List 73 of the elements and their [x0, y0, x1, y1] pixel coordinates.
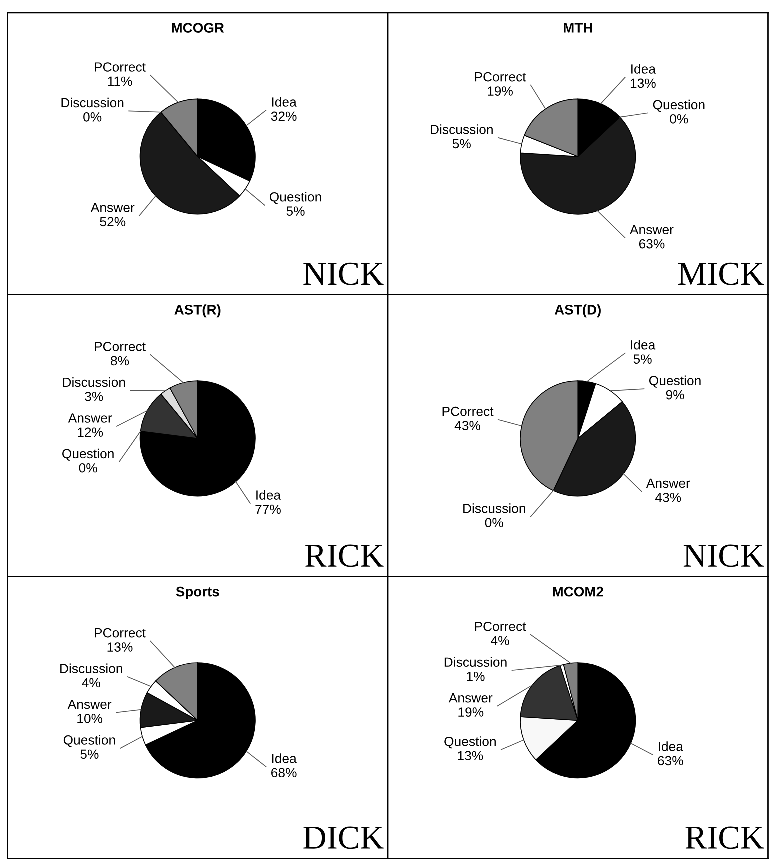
data-label: 4%: [491, 636, 510, 646]
slice-label: Answer: [630, 225, 674, 235]
data-label: 13%: [108, 642, 133, 652]
pie-slice: [140, 380, 256, 497]
data-label: 1%: [467, 672, 485, 682]
text: 0%: [79, 463, 98, 473]
text: 0%: [670, 114, 688, 124]
text: NICK: [684, 544, 764, 568]
slice-label: Idea: [272, 97, 297, 107]
slice-label: Answer: [90, 203, 135, 212]
data-label: 43%: [656, 492, 682, 502]
data-label: 19%: [488, 86, 513, 96]
slice-label: PCorrect: [95, 62, 146, 72]
legend-label: Discussion: [62, 98, 124, 108]
slice-label: Idea: [632, 64, 656, 74]
data-label: 12%: [78, 428, 104, 438]
slice-label: Discussion: [60, 664, 122, 674]
text: RICK: [686, 826, 764, 850]
legend-label: Discussion: [464, 504, 526, 514]
data-label: 4%: [82, 678, 100, 688]
data-label: 19%: [458, 708, 484, 717]
data-label: 43%: [454, 421, 480, 430]
chart-title: AST(R): [174, 304, 221, 318]
text: DICK: [304, 826, 384, 850]
slice-label: PCorrect: [442, 406, 494, 416]
data-label: 68%: [272, 768, 297, 778]
slice-label: Question: [444, 736, 496, 749]
slice-label: Answer: [646, 478, 690, 488]
slice-label: PCorrect: [95, 342, 146, 352]
slice-label: PCorrect: [95, 628, 146, 638]
data-label: 32%: [271, 112, 297, 122]
data-label: 11%: [108, 76, 132, 86]
text: MICK: [678, 262, 764, 286]
slice-label: PCorrect: [475, 72, 526, 82]
slice-label: Question: [64, 735, 116, 748]
slice-label: Idea: [659, 742, 684, 752]
chart-title: Sports: [176, 586, 220, 600]
slice-label: PCorrect: [475, 622, 526, 632]
legend-label: Question: [62, 448, 114, 461]
text: 0%: [84, 112, 102, 122]
text: RICK: [306, 544, 384, 568]
data-label: 63%: [658, 756, 684, 766]
data-label: 13%: [630, 78, 656, 88]
data-label: 63%: [639, 239, 665, 249]
chart-title: MTH: [564, 23, 592, 33]
data-label: 3%: [85, 392, 104, 402]
category-label: Question: [653, 100, 705, 112]
slice-label: Discussion: [63, 377, 126, 388]
text: NICK: [304, 262, 384, 286]
slice-label: Discussion: [444, 657, 507, 668]
slice-label: Question: [270, 192, 322, 204]
chart-title: MCOM2: [553, 586, 604, 597]
data-label: 8%: [111, 356, 130, 366]
data-label: 77%: [256, 504, 281, 514]
data-label: 5%: [286, 206, 305, 216]
data-label: 13%: [458, 751, 484, 761]
data-label: 5%: [634, 354, 652, 364]
slice-label: Idea: [272, 754, 297, 764]
slice-label: Question: [649, 376, 701, 388]
text: 0%: [485, 518, 504, 528]
data-label: 52%: [100, 217, 126, 227]
chart-title: MCOGR: [172, 23, 224, 33]
slice-label: Idea: [631, 340, 656, 350]
slice-label: Answer: [68, 414, 112, 423]
slice-label: Discussion: [431, 124, 493, 134]
chart-title: AST(D): [554, 304, 601, 318]
data-label: 5%: [452, 139, 471, 149]
data-label: 5%: [80, 750, 99, 760]
slice-label: Answer: [68, 700, 112, 710]
data-label: 10%: [78, 714, 103, 724]
slice-label: Idea: [256, 490, 282, 500]
slice-label: Answer: [448, 694, 493, 703]
data-label: 9%: [666, 390, 684, 400]
